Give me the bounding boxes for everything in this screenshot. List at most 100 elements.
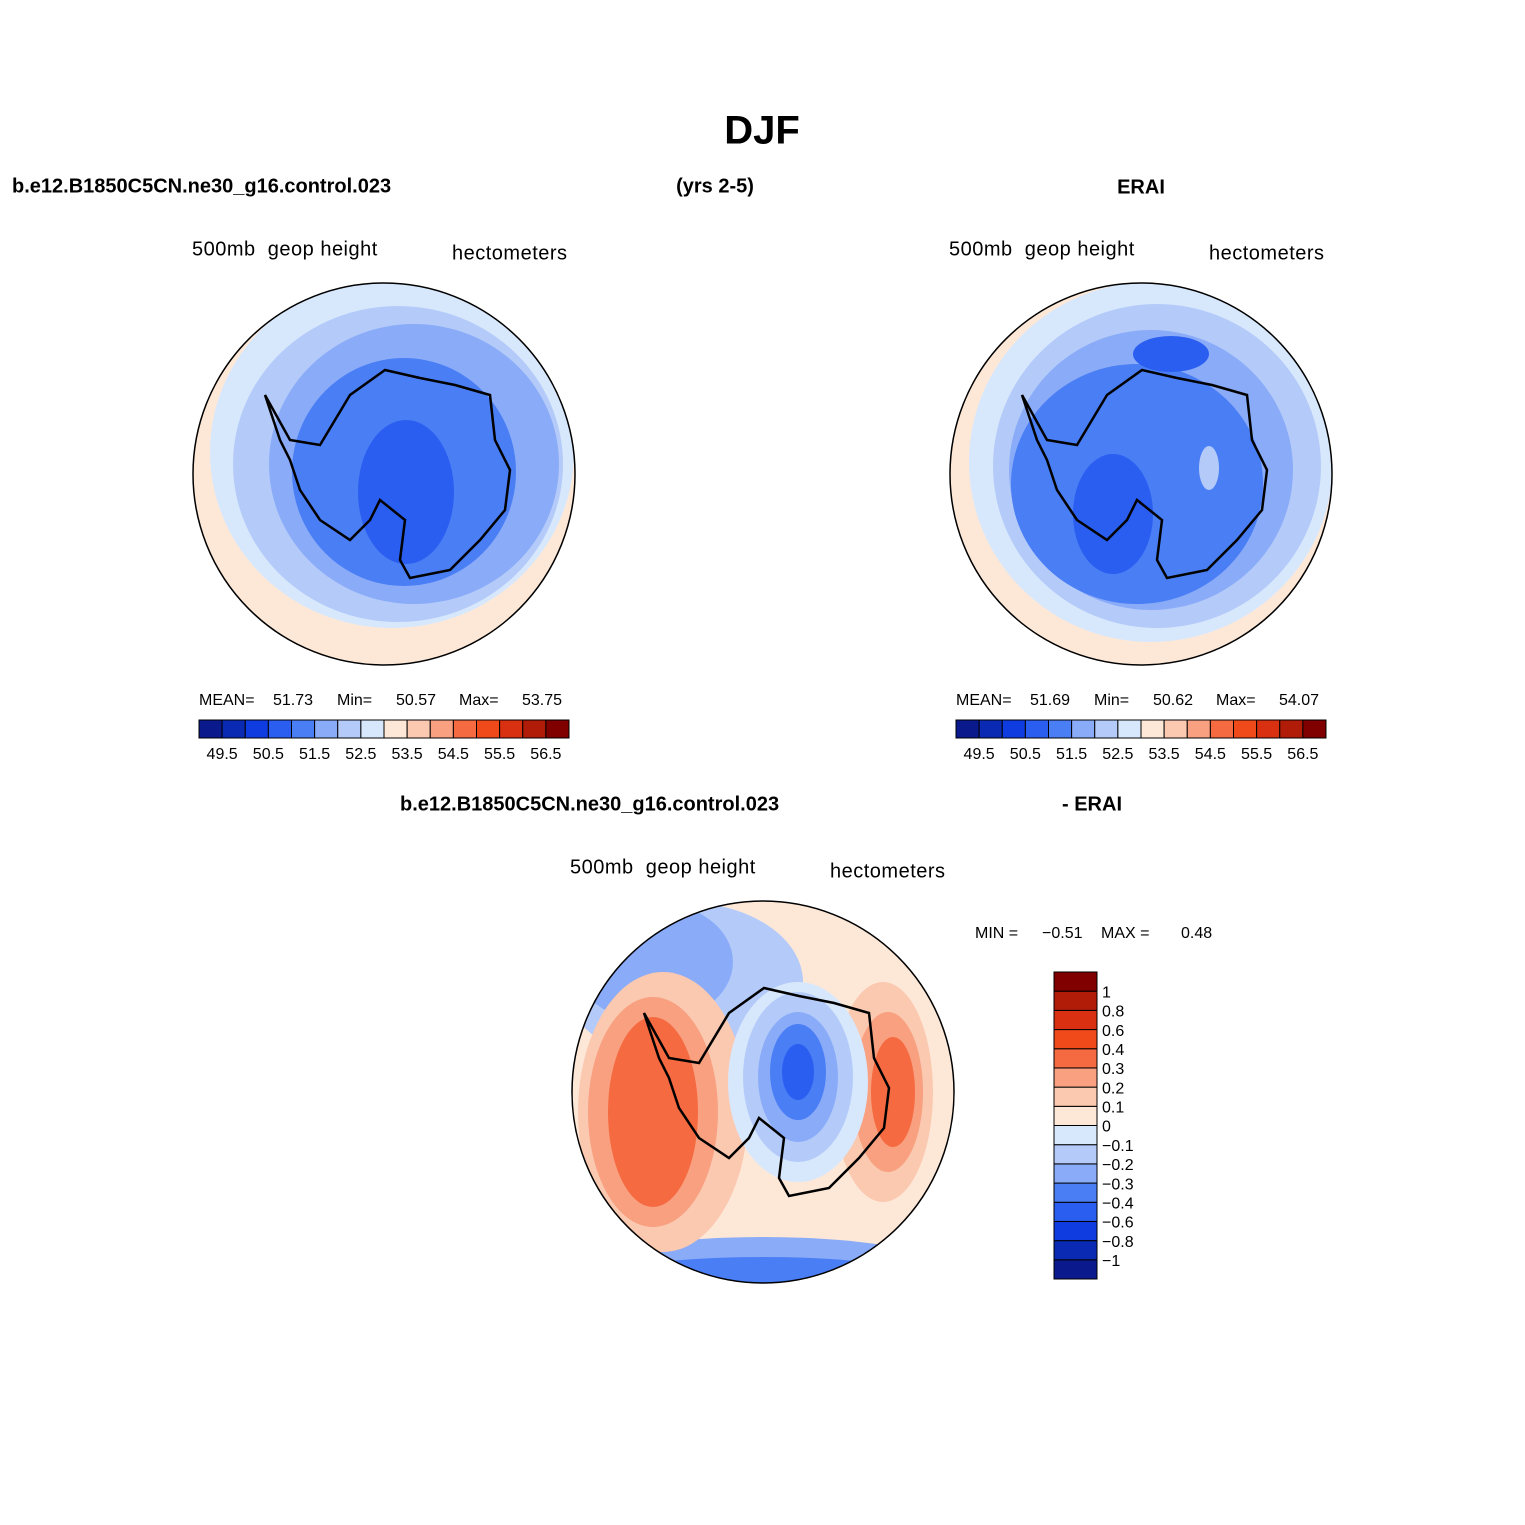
colorbar-box	[1302, 719, 1327, 739]
stat-value: 51.69	[1030, 692, 1070, 709]
contour-fill	[871, 1037, 915, 1147]
colorbar-label: 51.5	[1056, 746, 1087, 763]
colorbar-box	[1140, 719, 1165, 739]
colorbar-label: 0.4	[1102, 1042, 1124, 1059]
colorbar-label: 51.5	[299, 746, 330, 763]
colorbar-box	[1053, 1182, 1098, 1203]
stat-label: MEAN=	[956, 692, 1012, 709]
map-border	[192, 282, 576, 666]
stat-label: Min=	[1094, 692, 1129, 709]
colorbar-box	[1279, 719, 1304, 739]
colorbar-box	[1053, 990, 1098, 1011]
colorbar-label: −0.3	[1102, 1176, 1134, 1193]
colorbar-box	[291, 719, 316, 739]
colorbar-label: −1	[1102, 1253, 1120, 1270]
colorbar-box	[198, 719, 223, 739]
variable-label: 500mb geop height	[192, 238, 378, 260]
contour-fill	[608, 1017, 698, 1207]
stat-value: 54.07	[1279, 692, 1319, 709]
variable-label: 500mb geop height	[949, 238, 1135, 260]
diff-reference-label: - ERAI	[1062, 793, 1122, 815]
colorbar-box	[1053, 1144, 1098, 1165]
diff-case-label: b.e12.B1850C5CN.ne30_g16.control.023	[400, 793, 779, 815]
map	[572, 901, 954, 1283]
reference-label: ERAI	[1117, 176, 1165, 198]
colorbar-box	[1048, 719, 1073, 739]
colorbar-box	[1053, 1048, 1098, 1069]
colorbar-box	[360, 719, 385, 739]
colorbar-box	[267, 719, 292, 739]
stat-label: MAX =	[1101, 925, 1149, 942]
stat-value: 53.75	[522, 692, 562, 709]
colorbar-box	[1053, 1201, 1098, 1222]
map	[950, 283, 1332, 665]
contour-fill	[358, 420, 454, 564]
colorbar-box	[1256, 719, 1281, 739]
colorbar-label: −0.1	[1102, 1138, 1134, 1155]
stat-label: Min=	[337, 692, 372, 709]
stat-value: 0.48	[1181, 925, 1212, 942]
colorbar-box	[1053, 1105, 1098, 1126]
units-label: hectometers	[1209, 242, 1325, 264]
colorbar-box	[1233, 719, 1258, 739]
colorbar-box	[1053, 1029, 1098, 1050]
colorbar-box	[1053, 1067, 1098, 1088]
colorbar-label: 0.8	[1102, 1004, 1124, 1021]
units-label: hectometers	[452, 242, 568, 264]
colorbar-label: 53.5	[392, 746, 423, 763]
colorbar-label: 54.5	[1195, 746, 1226, 763]
colorbar-label: 52.5	[345, 746, 376, 763]
stat-value: 51.73	[273, 692, 313, 709]
title: DJF	[724, 109, 800, 153]
colorbar-label: −0.4	[1102, 1195, 1134, 1212]
coastline	[263, 368, 512, 580]
colorbar-label: 55.5	[1241, 746, 1272, 763]
colorbar-label: 0.2	[1102, 1080, 1124, 1097]
colorbar-box	[1024, 719, 1049, 739]
colorbar-label: 0.3	[1102, 1061, 1124, 1078]
stat-value: 50.62	[1153, 692, 1193, 709]
colorbar-box	[955, 719, 980, 739]
colorbar-box	[406, 719, 431, 739]
contour-fill	[1073, 454, 1153, 574]
colorbar-box	[1163, 719, 1188, 739]
map-border	[949, 282, 1333, 666]
colorbar-box	[221, 719, 246, 739]
colorbar-label: 1	[1102, 984, 1111, 1001]
colorbar-box	[1053, 1220, 1098, 1242]
contour-fill	[782, 1044, 814, 1100]
colorbar-label: 0	[1102, 1119, 1111, 1136]
stat-value: −0.51	[1042, 925, 1083, 942]
colorbar-box	[1117, 719, 1142, 739]
colorbar-box	[1094, 719, 1119, 739]
colorbar-box	[1053, 1240, 1098, 1261]
colorbar-box	[1209, 719, 1234, 739]
contour-fill	[1133, 336, 1209, 372]
variable-label: 500mb geop height	[570, 856, 756, 878]
stat-label: Max=	[1216, 692, 1256, 709]
colorbar-box	[1053, 971, 1098, 992]
colorbar-label: −0.6	[1102, 1215, 1134, 1232]
stat-value: 50.57	[396, 692, 436, 709]
colorbar-box	[1071, 719, 1096, 739]
coastline	[1020, 368, 1269, 580]
colorbar-box	[499, 719, 524, 739]
colorbar-box	[244, 719, 269, 739]
colorbar-box	[1053, 1125, 1098, 1146]
contour-fill	[1199, 446, 1219, 490]
coastline	[642, 986, 891, 1198]
colorbar-label: 50.5	[1010, 746, 1041, 763]
colorbar-box	[337, 719, 362, 739]
colorbar-label: 56.5	[530, 746, 561, 763]
case-label: b.e12.B1850C5CN.ne30_g16.control.023	[12, 175, 391, 197]
colorbar-label: −0.8	[1102, 1234, 1134, 1251]
colorbar-box	[1053, 1163, 1098, 1184]
colorbar-box	[314, 719, 339, 739]
colorbar-label: 0.6	[1102, 1023, 1124, 1040]
colorbar-box	[1053, 1086, 1098, 1107]
colorbar-label: 56.5	[1287, 746, 1318, 763]
colorbar-label: 55.5	[484, 746, 515, 763]
colorbar-box	[476, 719, 501, 739]
stat-label: MIN =	[975, 925, 1018, 942]
